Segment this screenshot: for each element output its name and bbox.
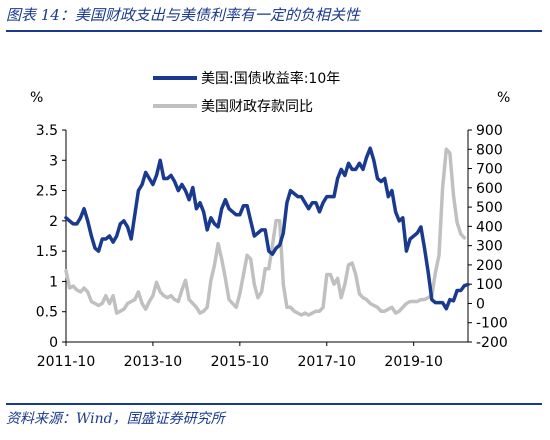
right-axis-tick-label: 400 <box>476 219 503 235</box>
right-axis-tick-label: 900 <box>476 123 503 139</box>
plot-frame <box>65 130 469 343</box>
series-line-treasury-yield-10y <box>64 146 470 311</box>
right-axis: -200 -100 0 100 200 300 400 500 600 700 800 900 <box>468 123 508 351</box>
title-divider <box>6 30 542 32</box>
left-axis-tick-label: 2.5 <box>36 184 58 200</box>
right-axis-tick-label: 200 <box>476 258 503 274</box>
figure-title: 图表 14：美国财政支出与美债利率有一定的负相关性 <box>6 6 360 24</box>
right-axis-tick-label: 0 <box>476 296 485 312</box>
right-axis-tick-label: 700 <box>476 162 503 178</box>
x-axis-tick-label: 2017-10 <box>298 354 357 370</box>
x-axis-tick-label: 2015-10 <box>211 354 270 370</box>
legend-swatch-deposit <box>153 104 197 108</box>
left-axis-tick-label: 0 <box>49 335 58 351</box>
right-axis-tick-label: 300 <box>476 239 503 255</box>
left-axis-tick-label: 1 <box>49 274 58 290</box>
left-axis-tick-label: 2 <box>49 214 58 230</box>
legend-label-yield: 美国:国债收益率:10年 <box>201 71 341 87</box>
right-axis-tick-label: -200 <box>476 335 508 351</box>
left-axis-tick-label: 3 <box>49 153 58 169</box>
left-axis-unit: % <box>30 90 44 106</box>
right-axis-tick-label: 100 <box>476 277 503 293</box>
legend-item-yield: 美国:国债收益率:10年 <box>153 64 340 92</box>
series-layer <box>64 146 470 317</box>
left-axis: 0 0.5 1 1.5 2 2.5 3 3.5 <box>36 123 66 351</box>
x-axis-tick-label: 2013-10 <box>124 354 183 370</box>
right-axis-tick-label: 500 <box>476 200 503 216</box>
source-note: 资料来源：Wind，国盛证券研究所 <box>6 411 225 427</box>
left-axis-tick-label: 1.5 <box>36 244 58 260</box>
x-axis: 2011-10 2013-10 2015-10 2017-10 2019-10 <box>37 342 443 370</box>
left-axis-tick-label: 3.5 <box>36 123 58 139</box>
legend-label-deposit: 美国财政存款同比 <box>201 99 313 115</box>
right-axis-unit: % <box>497 90 511 106</box>
right-axis-tick-label: 600 <box>476 181 503 197</box>
legend-swatch-yield <box>153 76 197 80</box>
x-axis-tick-label: 2019-10 <box>384 354 443 370</box>
x-axis-tick-label: 2011-10 <box>37 354 96 370</box>
series-line-fiscal-deposit-yoy <box>64 147 467 317</box>
right-axis-tick-label: -100 <box>476 316 508 332</box>
left-axis-tick-label: 0.5 <box>36 305 58 321</box>
right-axis-tick-label: 800 <box>476 142 503 158</box>
chart-legend: 美国:国债收益率:10年 美国财政存款同比 <box>153 64 340 120</box>
source-divider <box>6 403 542 405</box>
legend-item-deposit: 美国财政存款同比 <box>153 92 340 120</box>
